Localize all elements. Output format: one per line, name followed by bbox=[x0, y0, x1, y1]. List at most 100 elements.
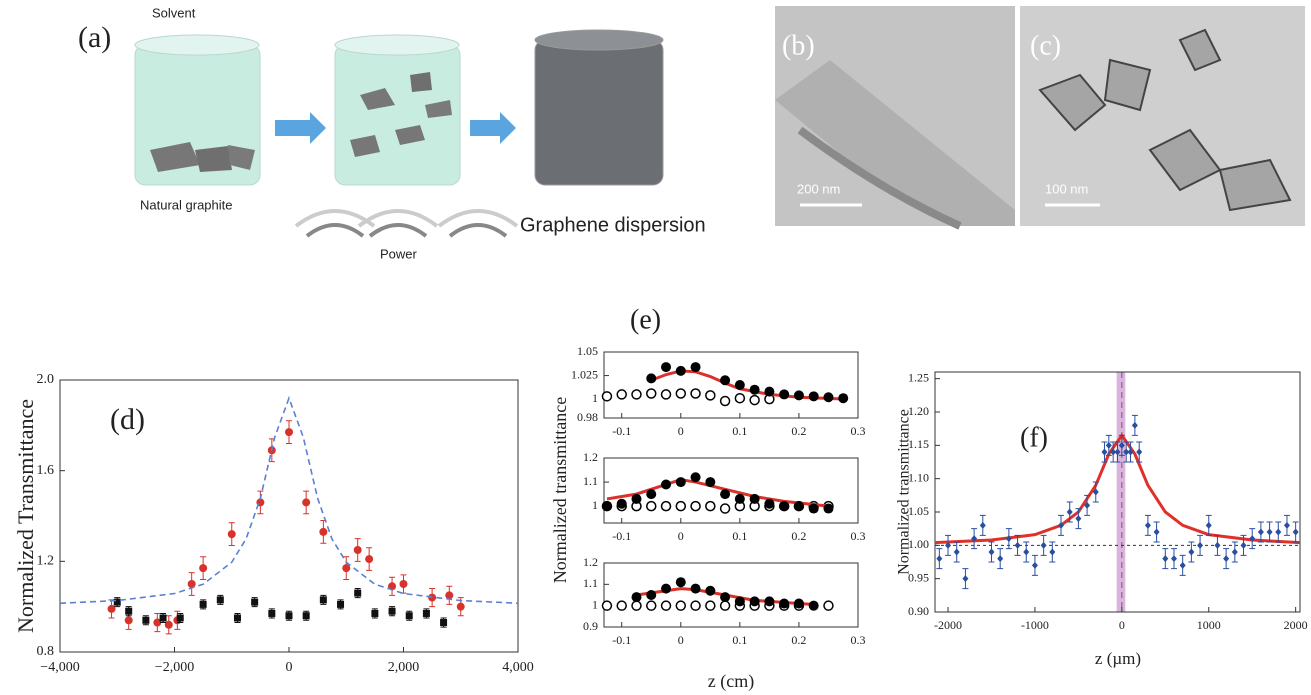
point bbox=[400, 580, 408, 588]
point bbox=[177, 615, 184, 622]
panel-label: (f) bbox=[1020, 422, 1048, 453]
x-tick-label: -0.1 bbox=[612, 633, 631, 647]
point bbox=[705, 586, 715, 596]
point bbox=[661, 479, 671, 489]
point bbox=[286, 612, 293, 619]
point bbox=[457, 603, 465, 611]
label: Power bbox=[380, 246, 418, 261]
point bbox=[1162, 555, 1168, 562]
point bbox=[706, 601, 715, 610]
panel-label: (d) bbox=[110, 403, 145, 436]
point bbox=[1132, 422, 1138, 429]
label: Graphene dispersion bbox=[520, 214, 706, 236]
point bbox=[365, 555, 373, 563]
x-tick-label: 1000 bbox=[1197, 618, 1221, 632]
y-tick-label: 1.2 bbox=[583, 450, 598, 464]
point bbox=[779, 599, 789, 609]
point bbox=[676, 477, 686, 487]
point bbox=[661, 362, 671, 372]
point bbox=[1023, 549, 1029, 556]
point bbox=[234, 615, 241, 622]
point bbox=[142, 617, 149, 624]
tem-image-c: 100 nm (c) bbox=[1020, 6, 1305, 226]
point bbox=[750, 396, 759, 405]
point bbox=[824, 601, 833, 610]
point bbox=[285, 428, 293, 436]
point bbox=[320, 596, 327, 603]
point bbox=[980, 522, 986, 529]
x-tick-label: 0.3 bbox=[851, 633, 866, 647]
x-tick-label: 0 bbox=[678, 633, 684, 647]
point bbox=[1171, 555, 1177, 562]
x-tick-label: -2000 bbox=[934, 618, 962, 632]
point bbox=[750, 385, 760, 395]
point bbox=[217, 596, 224, 603]
point bbox=[1275, 529, 1281, 536]
x-tick-label: 0.3 bbox=[851, 424, 866, 438]
point bbox=[706, 391, 715, 400]
point bbox=[735, 596, 745, 606]
x-tick-label: 0.1 bbox=[732, 633, 747, 647]
y-tick-label: 1.1 bbox=[583, 474, 598, 488]
point bbox=[1223, 555, 1229, 562]
point bbox=[1188, 549, 1194, 556]
point bbox=[676, 601, 685, 610]
point bbox=[389, 608, 396, 615]
point bbox=[661, 584, 671, 594]
point bbox=[302, 498, 310, 506]
y-tick-label: 0.9 bbox=[583, 619, 598, 633]
point bbox=[720, 375, 730, 385]
y-tick-label: 1.2 bbox=[583, 555, 598, 569]
point bbox=[1075, 515, 1081, 522]
x-axis-label: z (cm) bbox=[708, 671, 754, 692]
y-axis-label: Normalized Transmittance bbox=[13, 399, 38, 633]
point bbox=[997, 555, 1003, 562]
point bbox=[988, 549, 994, 556]
y-tick-label: 2.0 bbox=[37, 372, 55, 387]
y-tick-label: 0.90 bbox=[908, 604, 929, 618]
point bbox=[1145, 522, 1151, 529]
point bbox=[735, 494, 745, 504]
arrow bbox=[470, 112, 516, 144]
point bbox=[108, 605, 116, 613]
point bbox=[1232, 549, 1238, 556]
point bbox=[251, 599, 258, 606]
point bbox=[809, 601, 819, 611]
point bbox=[602, 601, 611, 610]
point bbox=[691, 389, 700, 398]
point bbox=[165, 621, 173, 629]
point bbox=[1241, 542, 1247, 549]
point bbox=[114, 599, 121, 606]
y-tick-label: 1.2 bbox=[37, 554, 55, 569]
point bbox=[617, 390, 626, 399]
diagram-a: (a) Solvent Natural graphite Power Graph… bbox=[78, 5, 706, 261]
point bbox=[632, 601, 641, 610]
y-tick-label: 1.1 bbox=[583, 576, 598, 590]
x-tick-label: 0 bbox=[678, 529, 684, 543]
point bbox=[1015, 542, 1021, 549]
scale-bar-label: 100 nm bbox=[1045, 181, 1088, 196]
sound-waves bbox=[296, 211, 517, 236]
point bbox=[705, 477, 715, 487]
point bbox=[936, 555, 942, 562]
point bbox=[199, 564, 207, 572]
y-tick-label: 1.6 bbox=[37, 463, 55, 478]
point bbox=[823, 392, 833, 402]
page: (a) Solvent Natural graphite Power Graph… bbox=[0, 0, 1311, 695]
highlight-band bbox=[1117, 372, 1126, 612]
point bbox=[632, 390, 641, 399]
point bbox=[794, 390, 804, 400]
point bbox=[823, 504, 833, 514]
point bbox=[721, 397, 730, 406]
x-tick-label: 0.3 bbox=[851, 529, 866, 543]
point bbox=[764, 387, 774, 397]
x-tick-label: 0.2 bbox=[791, 424, 806, 438]
x-tick-label: −4,000 bbox=[40, 660, 79, 675]
point bbox=[720, 489, 730, 499]
tem-image-b: 200 nm (b) bbox=[775, 6, 1015, 226]
point bbox=[1101, 449, 1107, 456]
label: Solvent bbox=[152, 5, 196, 20]
beaker bbox=[335, 35, 460, 185]
point bbox=[617, 601, 626, 610]
point bbox=[1032, 562, 1038, 569]
